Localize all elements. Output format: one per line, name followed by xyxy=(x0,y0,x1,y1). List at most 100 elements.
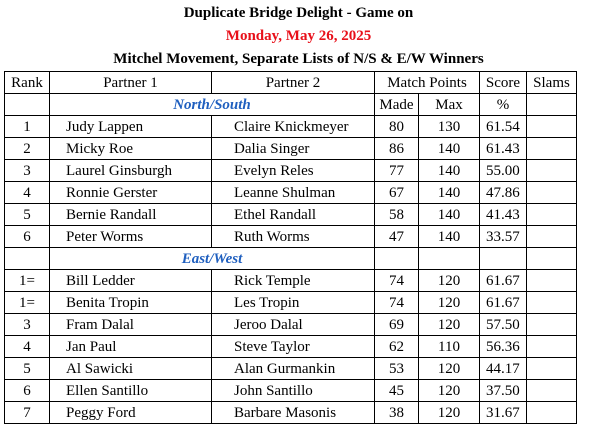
partner2-cell: Dalia Singer xyxy=(211,137,375,160)
slams-cell xyxy=(526,181,577,204)
table-row: 6 Ellen Santillo John Santillo 45 120 37.50 xyxy=(4,379,577,402)
score-cell: 61.43 xyxy=(479,137,527,160)
partner2-cell: Les Tropin xyxy=(211,291,375,314)
partner2-cell: Ruth Worms xyxy=(211,225,375,248)
rank-cell: 3 xyxy=(4,313,50,336)
slams-cell xyxy=(526,357,577,380)
slams-cell xyxy=(526,137,577,160)
partner1-cell: Laurel Ginsburgh xyxy=(49,159,212,182)
partner1-cell: Al Sawicki xyxy=(49,357,212,380)
max-cell: 120 xyxy=(418,269,480,292)
max-cell: 140 xyxy=(418,137,480,160)
made-cell: 86 xyxy=(374,137,419,160)
rank-cell: 4 xyxy=(4,181,50,204)
max-cell: 120 xyxy=(418,401,480,424)
max-cell: 130 xyxy=(418,115,480,138)
score-cell: 61.67 xyxy=(479,269,527,292)
col-made: Made xyxy=(374,93,419,116)
table-row: 1= Benita Tropin Les Tropin 74 120 61.67 xyxy=(4,291,577,314)
partner1-cell: Benita Tropin xyxy=(49,291,212,314)
partner1-cell: Bill Ledder xyxy=(49,269,212,292)
made-cell: 58 xyxy=(374,203,419,226)
max-cell: 140 xyxy=(418,181,480,204)
made-cell: 77 xyxy=(374,159,419,182)
rank-cell: 4 xyxy=(4,335,50,358)
table-row: 5 Al Sawicki Alan Gurmankin 53 120 44.17 xyxy=(4,357,577,380)
made-cell: 69 xyxy=(374,313,419,336)
partner1-cell: Bernie Randall xyxy=(49,203,212,226)
partner1-cell: Peter Worms xyxy=(49,225,212,248)
made-cell: 38 xyxy=(374,401,419,424)
partner2-cell: Barbare Masonis xyxy=(211,401,375,424)
slams-cell xyxy=(526,115,577,138)
partner1-cell: Fram Dalal xyxy=(49,313,212,336)
table-row: 3 Fram Dalal Jeroo Dalal 69 120 57.50 xyxy=(4,313,577,336)
slams-cell xyxy=(526,379,577,402)
table-row: 4 Jan Paul Steve Taylor 62 110 56.36 xyxy=(4,335,577,358)
results-table: Rank Partner 1 Partner 2 Match Points Sc… xyxy=(4,71,577,424)
page-title: Duplicate Bridge Delight - Game on xyxy=(183,5,414,21)
table-row: 4 Ronnie Gerster Leanne Shulman 67 140 47.86 xyxy=(4,181,577,204)
made-cell: 74 xyxy=(374,269,419,292)
partner2-cell: Steve Taylor xyxy=(211,335,375,358)
table-row: 2 Micky Roe Dalia Singer 86 140 61.43 xyxy=(4,137,577,160)
col-max: Max xyxy=(418,93,480,116)
score-cell: 56.36 xyxy=(479,335,527,358)
rank-cell: 3 xyxy=(4,159,50,182)
made-cell: 53 xyxy=(374,357,419,380)
score-cell: 31.67 xyxy=(479,401,527,424)
slams-cell xyxy=(526,225,577,248)
rank-cell: 7 xyxy=(4,401,50,424)
score-cell: 57.50 xyxy=(479,313,527,336)
col-slams: Slams xyxy=(526,71,577,94)
slams-cell xyxy=(526,335,577,358)
partner2-cell: Jeroo Dalal xyxy=(211,313,375,336)
max-cell: 120 xyxy=(418,291,480,314)
slams-cell xyxy=(526,401,577,424)
col-score: Score xyxy=(479,71,527,94)
partner2-cell: John Santillo xyxy=(211,379,375,402)
ns-section-label: North/South xyxy=(49,93,375,116)
rank-cell: 2 xyxy=(4,137,50,160)
max-cell: 120 xyxy=(418,357,480,380)
ew-section-row: East/West xyxy=(4,247,577,270)
partner1-cell: Micky Roe xyxy=(49,137,212,160)
slams-cell xyxy=(526,269,577,292)
partner2-cell: Claire Knickmeyer xyxy=(211,115,375,138)
partner1-cell: Ronnie Gerster xyxy=(49,181,212,204)
slams-cell xyxy=(526,159,577,182)
col-partner1: Partner 1 xyxy=(49,71,212,94)
made-cell: 45 xyxy=(374,379,419,402)
table-row: 6 Peter Worms Ruth Worms 47 140 33.57 xyxy=(4,225,577,248)
partner1-cell: Jan Paul xyxy=(49,335,212,358)
rank-cell: 5 xyxy=(4,357,50,380)
max-cell: 120 xyxy=(418,313,480,336)
slams-cell xyxy=(526,291,577,314)
game-date: Monday, May 26, 2025 xyxy=(225,28,372,44)
partner1-cell: Judy Lappen xyxy=(49,115,212,138)
made-cell: 47 xyxy=(374,225,419,248)
ns-section-row: North/South Made Max % xyxy=(4,93,577,116)
max-cell: 110 xyxy=(418,335,480,358)
table-row: 3 Laurel Ginsburgh Evelyn Reles 77 140 55.00 xyxy=(4,159,577,182)
header-row: Rank Partner 1 Partner 2 Match Points Sc… xyxy=(4,71,577,94)
col-partner2: Partner 2 xyxy=(211,71,375,94)
rank-cell: 6 xyxy=(4,379,50,402)
partner2-cell: Rick Temple xyxy=(211,269,375,292)
rank-cell: 1= xyxy=(4,269,50,292)
slams-cell xyxy=(526,313,577,336)
col-score-unit: % xyxy=(479,93,527,116)
page-subtitle: Mitchel Movement, Separate Lists of N/S … xyxy=(113,51,484,67)
table-row: 1 Judy Lappen Claire Knickmeyer 80 130 61.54 xyxy=(4,115,577,138)
max-cell: 140 xyxy=(418,203,480,226)
made-cell: 80 xyxy=(374,115,419,138)
made-cell: 62 xyxy=(374,335,419,358)
rank-cell: 1 xyxy=(4,115,50,138)
score-cell: 44.17 xyxy=(479,357,527,380)
made-cell: 74 xyxy=(374,291,419,314)
max-cell: 120 xyxy=(418,379,480,402)
table-row: 1= Bill Ledder Rick Temple 74 120 61.67 xyxy=(4,269,577,292)
slams-cell xyxy=(526,203,577,226)
partner1-cell: Ellen Santillo xyxy=(49,379,212,402)
score-cell: 33.57 xyxy=(479,225,527,248)
